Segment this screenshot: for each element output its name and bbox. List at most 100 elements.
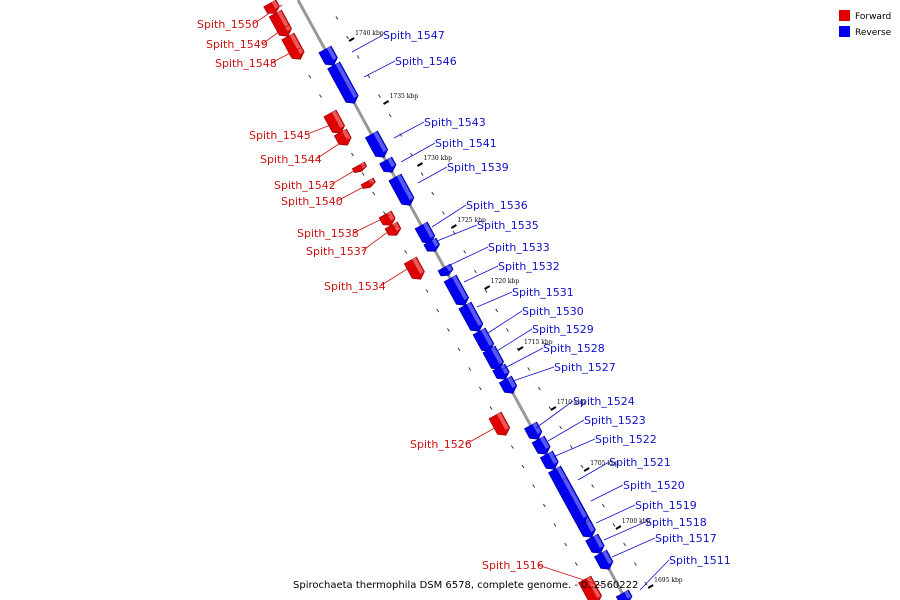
gene-feature-spith-1522[interactable] (539, 450, 560, 473)
gene-highlight (540, 436, 550, 449)
gene-feature-spith-1511[interactable] (615, 589, 634, 600)
leader-line (400, 142, 436, 163)
leader-line (270, 47, 301, 64)
legend-reverse-swatch (839, 26, 850, 37)
tick (574, 562, 578, 566)
gene-label[interactable]: Spith_1531 (512, 286, 574, 299)
gene-label[interactable]: Spith_1518 (645, 516, 707, 529)
gene-feature-spith-1540[interactable] (360, 177, 377, 191)
gene-label[interactable]: Spith_1536 (466, 199, 528, 212)
gene-label[interactable]: Spith_1532 (498, 260, 560, 273)
gene-label[interactable]: Spith_1549 (206, 38, 268, 51)
gene-label[interactable]: Spith_1528 (543, 342, 605, 355)
leader-line (547, 419, 585, 442)
gene-feature-spith-1548[interactable] (281, 32, 307, 63)
tick (510, 445, 514, 449)
tick (446, 328, 450, 332)
gene-label[interactable]: Spith_1519 (635, 499, 697, 512)
gene-feature-spith-1550[interactable] (263, 0, 282, 17)
tick (431, 191, 435, 196)
gene-feature-spith-1531[interactable] (458, 301, 485, 335)
gene-body (281, 32, 305, 60)
tick (468, 367, 472, 371)
tick (591, 484, 595, 488)
gene-label[interactable]: Spith_1547 (383, 29, 445, 42)
gene-features (263, 0, 634, 600)
gene-feature-spith-1534[interactable] (403, 256, 427, 283)
gene-body (458, 301, 484, 332)
gene-label[interactable]: Spith_1533 (488, 241, 550, 254)
gene-feature-spith-1544[interactable] (333, 128, 353, 149)
gene-highlight (373, 131, 387, 152)
leader-line (611, 537, 656, 558)
gene-body (585, 533, 605, 554)
gene-label[interactable]: Spith_1524 (573, 395, 635, 408)
gene-label[interactable]: Spith_1546 (395, 55, 457, 68)
gene-feature-spith-1542[interactable] (351, 161, 368, 175)
tick (537, 386, 541, 391)
gene-feature-spith-1533[interactable] (437, 263, 455, 279)
gene-label[interactable]: Spith_1527 (554, 361, 616, 374)
gene-feature-spith-1543[interactable] (364, 130, 390, 161)
kbp-tick (583, 467, 590, 472)
gene-highlight (507, 376, 516, 388)
gene-label[interactable]: Spith_1535 (477, 219, 539, 232)
gene-label[interactable]: Spith_1544 (260, 153, 322, 166)
gene-feature-spith-1519[interactable] (577, 519, 598, 541)
gene-label[interactable]: Spith_1538 (297, 227, 359, 240)
gene-label[interactable]: Spith_1523 (584, 414, 646, 427)
leader-line (252, 4, 283, 25)
gene-label[interactable]: Spith_1517 (655, 532, 717, 545)
gene-feature-spith-1545[interactable] (323, 109, 347, 137)
gene-feature-spith-1538[interactable] (378, 210, 397, 229)
tick (463, 250, 467, 254)
gene-feature-spith-1535[interactable] (423, 237, 442, 255)
gene-label[interactable]: Spith_1530 (522, 305, 584, 318)
gene-label[interactable]: Spith_1520 (623, 479, 685, 492)
gene-feature-spith-1532[interactable] (443, 274, 471, 309)
gene-label[interactable]: Spith_1550 (197, 18, 259, 31)
gene-label[interactable]: Spith_1522 (595, 433, 657, 446)
tick (489, 406, 493, 410)
leader-line (590, 484, 624, 502)
gene-label[interactable]: Spith_1537 (306, 245, 368, 258)
tick (569, 445, 573, 449)
gene-label[interactable]: Spith_1541 (435, 137, 497, 150)
gene-body (268, 9, 292, 37)
gene-label[interactable]: Spith_1548 (215, 57, 277, 70)
gene-label[interactable]: Spith_1543 (424, 116, 486, 129)
gene-body (364, 130, 389, 158)
gene-feature-spith-1546[interactable] (327, 61, 361, 107)
gene-body (615, 589, 633, 600)
gene-label[interactable]: Spith_1540 (281, 195, 343, 208)
gene-label[interactable]: Spith_1529 (532, 323, 594, 336)
gene-highlight (585, 520, 595, 532)
leader-line (417, 166, 448, 184)
gene-label[interactable]: Spith_1539 (447, 161, 509, 174)
tick (367, 74, 371, 79)
gene-feature-spith-1539[interactable] (388, 173, 417, 209)
tick (495, 308, 499, 313)
gene-feature-spith-1526[interactable] (488, 411, 512, 439)
leader-line (535, 400, 574, 429)
gene-feature-spith-1547[interactable] (318, 45, 340, 69)
gene-feature-spith-1541[interactable] (379, 156, 399, 176)
gene-feature-spith-1524[interactable] (524, 421, 544, 443)
gene-feature-spith-1517[interactable] (593, 549, 615, 573)
gene-feature-spith-1520[interactable] (554, 477, 590, 527)
gene-feature-spith-1527[interactable] (498, 375, 519, 397)
tick (542, 503, 546, 508)
gene-label[interactable]: Spith_1526 (410, 438, 472, 451)
gene-feature-spith-1518[interactable] (585, 533, 607, 557)
tick (580, 464, 584, 469)
gene-label[interactable]: Spith_1521 (609, 456, 671, 469)
gene-label[interactable]: Spith_1542 (274, 179, 336, 192)
kbp-label: 1715 kbp (524, 339, 553, 346)
legend-forward-label: Forward (855, 12, 891, 22)
gene-label[interactable]: Spith_1545 (249, 129, 311, 142)
gene-feature-spith-1523[interactable] (531, 435, 552, 458)
tick (372, 191, 376, 196)
gene-label[interactable]: Spith_1516 (482, 559, 544, 572)
gene-label[interactable]: Spith_1534 (324, 280, 386, 293)
gene-label[interactable]: Spith_1511 (669, 554, 731, 567)
